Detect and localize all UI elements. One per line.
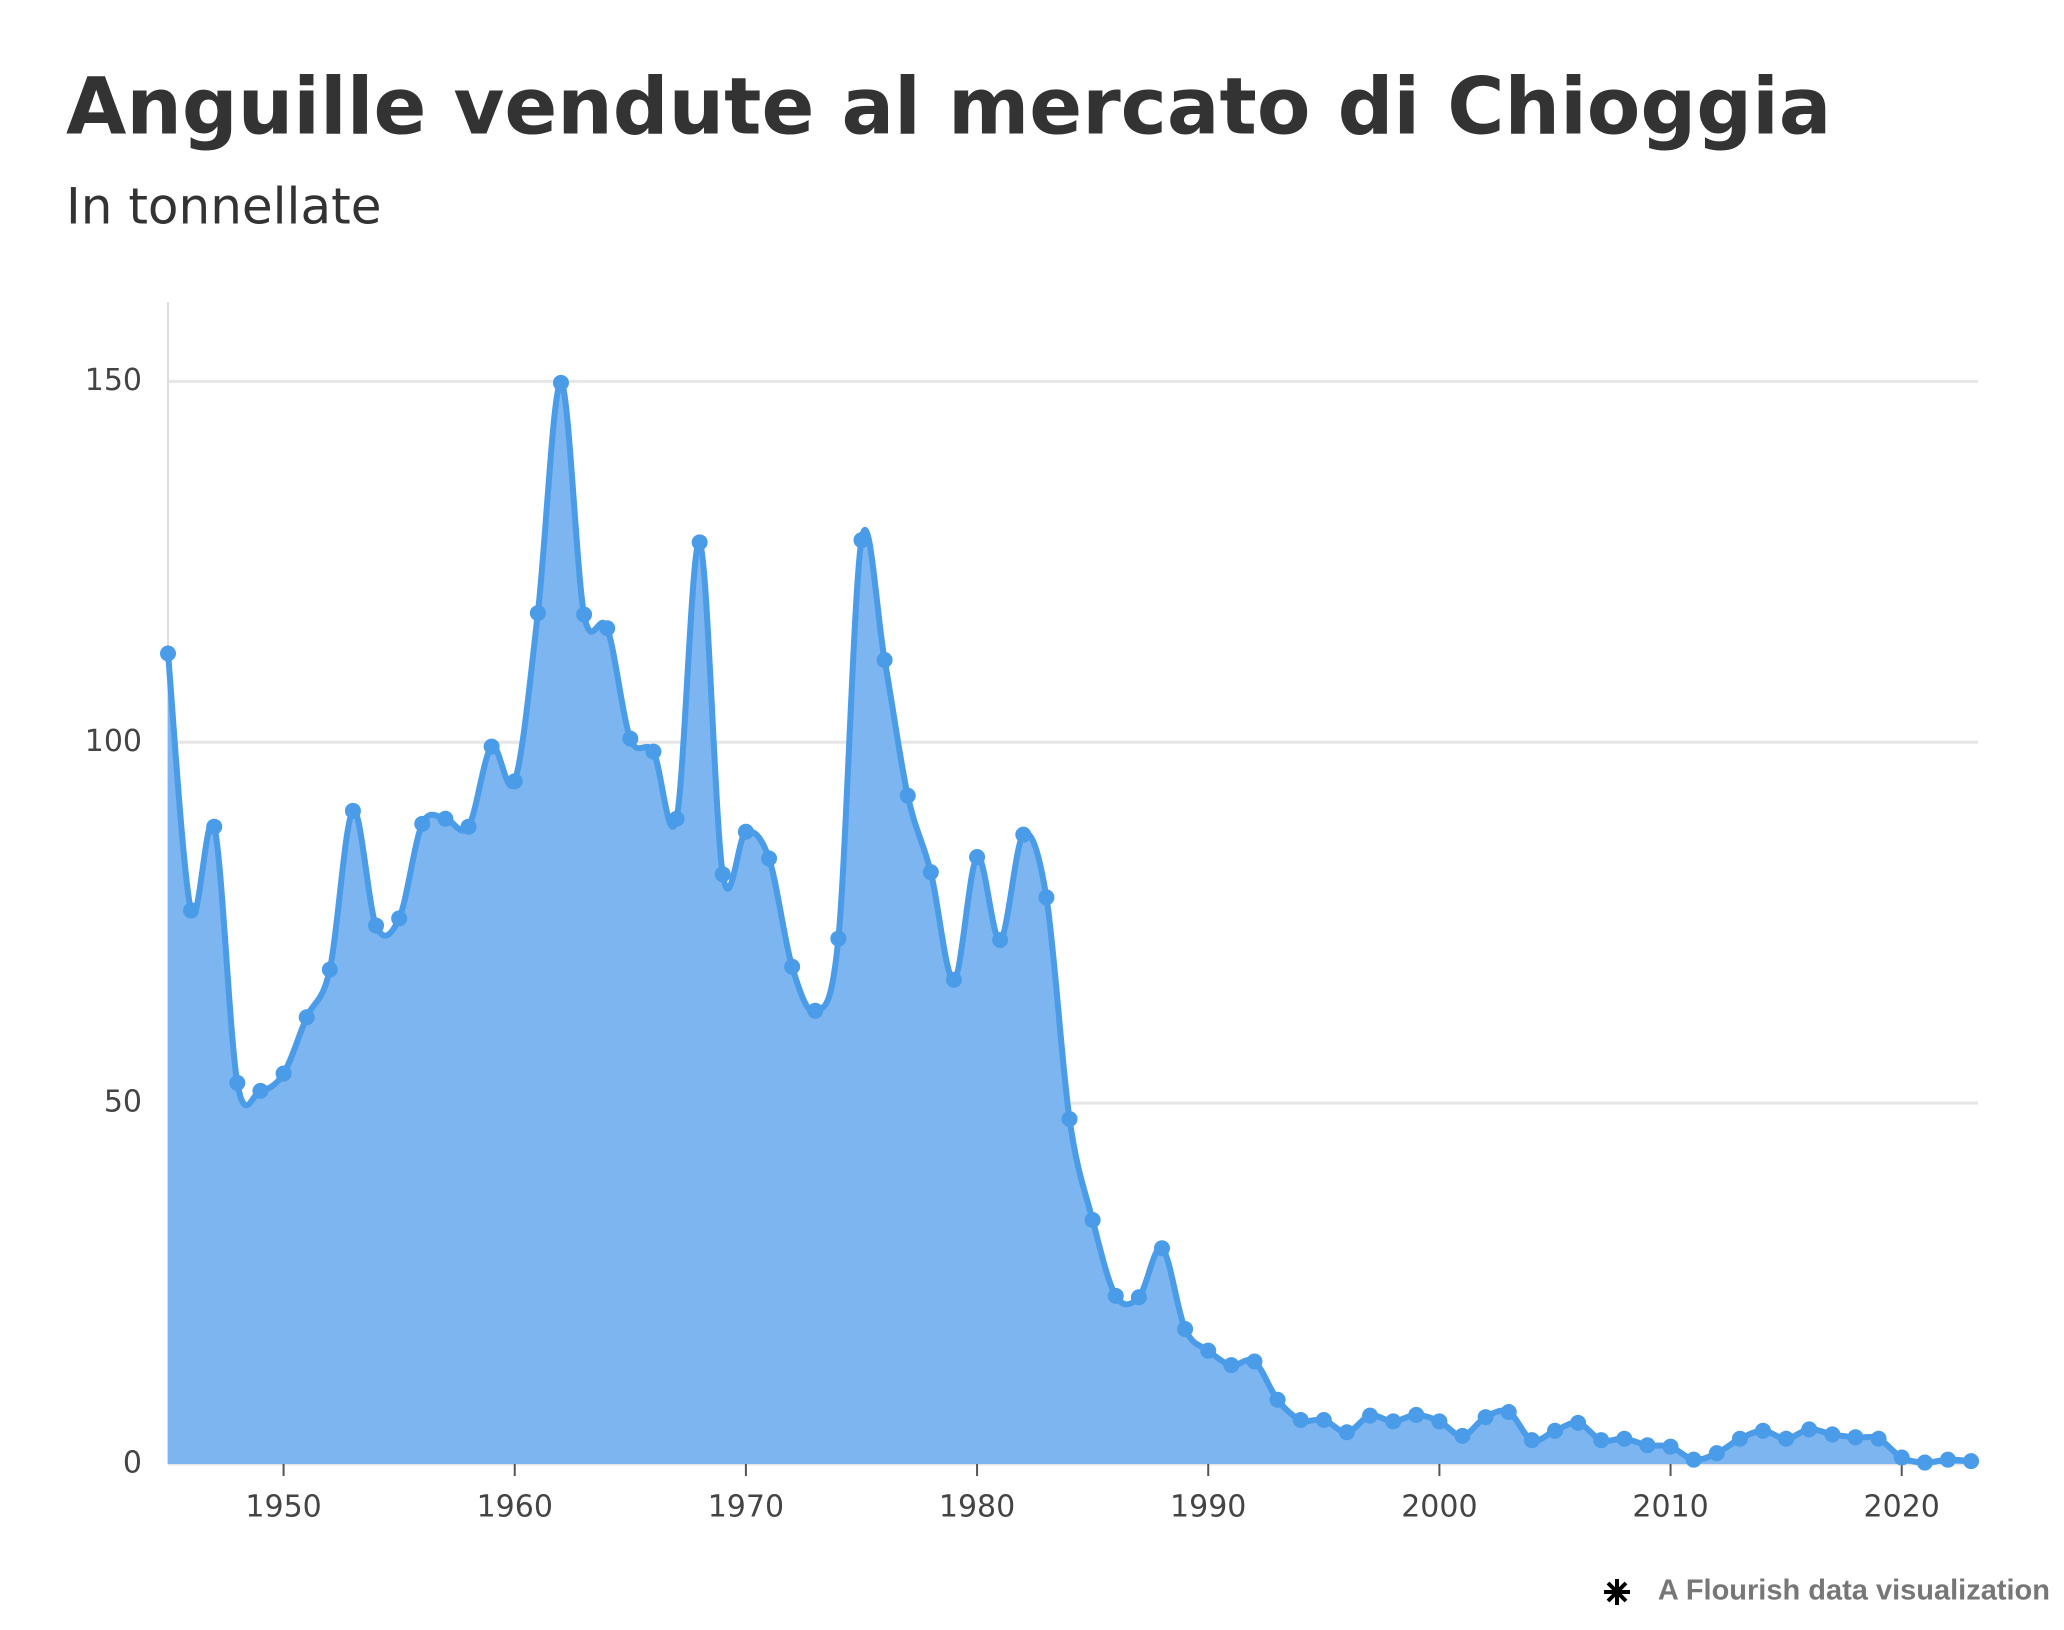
point: [1408, 1406, 1425, 1423]
x-tick-label: 1950: [245, 1490, 321, 1525]
y-tick-label: 100: [85, 724, 142, 759]
point: [1963, 1453, 1980, 1470]
point: [1870, 1430, 1887, 1447]
point: [1685, 1451, 1702, 1468]
point: [645, 743, 662, 760]
point: [1593, 1432, 1610, 1449]
point: [668, 810, 685, 827]
point: [1223, 1357, 1240, 1374]
point: [1292, 1411, 1309, 1428]
point: [1477, 1409, 1494, 1426]
point: [1916, 1454, 1933, 1471]
point: [298, 1009, 315, 1026]
point: [391, 910, 408, 927]
area: [168, 382, 1972, 1464]
point: [1755, 1422, 1772, 1439]
point: [1431, 1413, 1448, 1430]
point: [183, 902, 200, 919]
point: [252, 1082, 269, 1099]
x-tick-label: 1980: [939, 1490, 1015, 1525]
point: [1939, 1451, 1956, 1468]
point: [576, 606, 593, 623]
x-tick-label: 2020: [1864, 1490, 1940, 1525]
point: [160, 645, 176, 662]
point: [807, 1002, 824, 1019]
point: [1130, 1289, 1147, 1306]
point: [1500, 1404, 1517, 1421]
point: [460, 818, 477, 835]
chart-subtitle: In tonnellate: [66, 178, 381, 236]
point: [1639, 1437, 1656, 1454]
flourish-logo: [1604, 1579, 1630, 1605]
point: [622, 730, 639, 747]
point: [714, 866, 731, 883]
point: [761, 850, 778, 867]
x-tick-label: 2000: [1401, 1490, 1477, 1525]
x-tick-label: 2010: [1632, 1490, 1708, 1525]
x-tick-label: 1960: [477, 1490, 553, 1525]
point: [1546, 1422, 1563, 1439]
point: [1731, 1430, 1748, 1447]
point: [1570, 1414, 1587, 1431]
point: [414, 815, 431, 832]
point: [876, 651, 893, 668]
point: [1778, 1430, 1795, 1447]
point: [275, 1065, 292, 1082]
point: [483, 738, 500, 755]
y-tick-label: 150: [85, 363, 142, 398]
point: [737, 823, 754, 840]
point: [1338, 1424, 1355, 1441]
point: [1269, 1391, 1286, 1408]
point: [1801, 1421, 1818, 1438]
point: [830, 930, 847, 947]
point: [1177, 1321, 1194, 1338]
point: [1662, 1438, 1679, 1455]
footer: A Flourish data visualization: [1658, 1575, 2050, 1607]
point: [784, 958, 801, 975]
point: [1385, 1413, 1402, 1430]
point: [1061, 1111, 1078, 1128]
point: [1038, 889, 1055, 906]
point: [1523, 1432, 1540, 1449]
point: [899, 787, 916, 804]
point: [1616, 1430, 1633, 1447]
point: [969, 849, 986, 866]
point: [691, 534, 708, 551]
point: [1708, 1445, 1725, 1462]
point: [506, 773, 523, 790]
point: [1454, 1427, 1471, 1444]
point: [229, 1074, 246, 1091]
point: [922, 864, 939, 881]
point: [1246, 1353, 1263, 1370]
point: [1824, 1426, 1841, 1443]
point: [945, 971, 962, 988]
point: [1107, 1287, 1124, 1304]
point: [321, 961, 338, 978]
point: [552, 374, 569, 391]
point: [1084, 1212, 1101, 1229]
point: [1153, 1240, 1170, 1257]
point: [437, 810, 454, 827]
chart-title: Anguille vendute al mercato di Chioggia: [66, 62, 1831, 152]
x-tick-label: 1990: [1170, 1490, 1246, 1525]
point: [1362, 1407, 1379, 1424]
point: [1847, 1429, 1864, 1446]
x-tick-label: 1970: [708, 1490, 784, 1525]
point: [368, 917, 385, 934]
point: [1315, 1411, 1332, 1428]
point: [206, 818, 223, 835]
point: [992, 932, 1009, 949]
y-tick-label: 50: [104, 1085, 142, 1120]
point: [599, 620, 616, 637]
point: [1015, 826, 1032, 843]
point: [1893, 1449, 1910, 1466]
y-tick-label: 0: [123, 1446, 142, 1481]
point: [1200, 1342, 1217, 1359]
point: [344, 802, 361, 819]
point: [853, 532, 870, 549]
point: [529, 605, 546, 622]
